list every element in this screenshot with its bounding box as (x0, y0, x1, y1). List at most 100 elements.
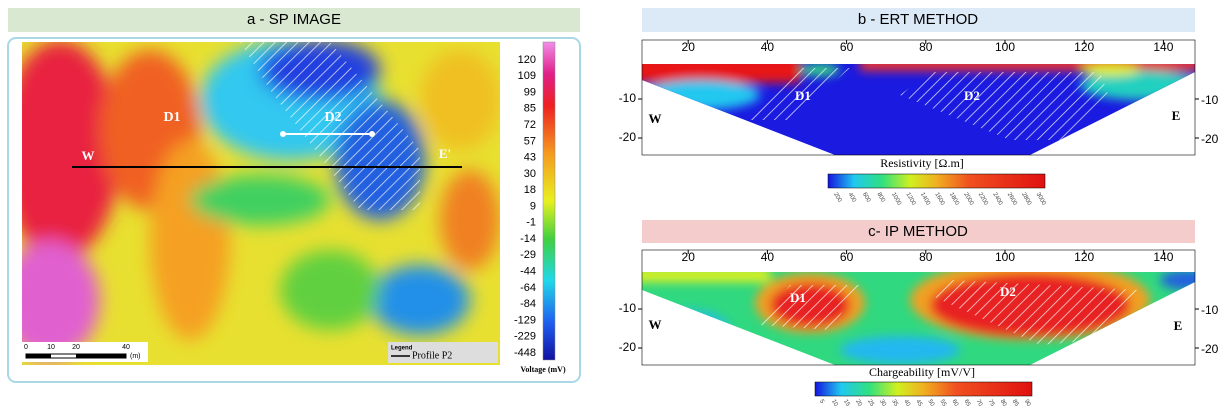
colorbar-tick-label: 5 (818, 399, 825, 405)
colorbar-tick-label: 50 (926, 399, 935, 408)
colorbar-tick-label: 2000 (962, 192, 974, 207)
anomaly-label: D1 (795, 88, 811, 103)
colorbar-tick-label: -84 (520, 298, 536, 310)
x-tick-label: 20 (682, 250, 696, 264)
scale-bar (76, 354, 126, 358)
y-tick-label: -20 (619, 130, 637, 144)
colorbar-tick-label: 1200 (904, 192, 916, 207)
colorbar-tick-label: 15 (842, 399, 851, 408)
colorbar-tick-label: 60 (951, 399, 960, 408)
colorbar-label: Resistivity [Ω.m] (880, 156, 964, 170)
end-label: E (1172, 108, 1181, 123)
x-tick-label: 100 (995, 40, 1015, 54)
colorbar-tick-label: 30 (524, 168, 536, 180)
end-label: W (649, 111, 662, 126)
colorbar-tick-label: 85 (1011, 399, 1020, 408)
y-tick-label: -20 (619, 340, 637, 354)
colorbar-tick-label: 120 (518, 54, 536, 66)
colorbar-tick-label: 600 (861, 192, 872, 204)
legend-item: Profile P2 (412, 350, 452, 361)
y-tick-label: -10 (619, 91, 637, 105)
colorbar-tick-label: 43 (524, 152, 536, 164)
colorbar-tick-label: 72 (524, 119, 536, 131)
anomaly-label: D1 (790, 290, 806, 305)
colorbar-label: Voltage (mV) (520, 365, 566, 374)
colorbar-tick-label: -44 (520, 266, 536, 278)
colorbar-tick-label: 25 (866, 399, 875, 408)
scale-bar (26, 354, 51, 358)
y-tick-label: -10 (619, 301, 637, 315)
colorbar-tick-label: 1600 (933, 192, 945, 207)
scale-unit: (m) (130, 353, 141, 360)
colorbar-tick-label: -229 (514, 331, 536, 343)
panel-title: a - SP IMAGE (247, 11, 341, 28)
colorbar-tick-label: 80 (999, 399, 1008, 408)
colorbar-tick-label: 75 (987, 399, 996, 408)
scale-tick-label: 40 (122, 344, 130, 351)
colorbar-tick-label: 2400 (991, 192, 1003, 207)
colorbar-tick-label: -29 (520, 249, 536, 261)
colorbar-tick-label: 90 (1023, 399, 1032, 408)
colorbar-tick-label: 30 (878, 399, 887, 408)
end-label: W (82, 148, 95, 163)
anomaly-label: D2 (964, 88, 980, 103)
colorbar (542, 41, 556, 361)
colorbar (827, 173, 1046, 189)
panel-title: b - ERT METHOD (858, 11, 978, 28)
colorbar-tick-label: 1800 (948, 192, 960, 207)
colorbar-tick-label: -14 (520, 233, 536, 245)
colorbar-tick-label: 65 (963, 399, 972, 408)
scale-tick-label: 0 (24, 344, 28, 351)
x-tick-label: 60 (840, 250, 854, 264)
colorbar-tick-label: 9 (530, 200, 536, 212)
colorbar-tick-label: 2800 (1020, 192, 1032, 207)
colorbar-tick-label: -448 (514, 347, 536, 359)
colorbar-tick-label: -129 (514, 314, 536, 326)
colorbar-tick-label: 35 (890, 399, 899, 408)
plot-frame (641, 39, 1196, 156)
anomaly-label: D2 (1000, 284, 1016, 299)
ert-section (642, 64, 1195, 155)
colorbar-tick-label: 45 (914, 399, 923, 408)
end-label: E' (439, 146, 451, 161)
colorbar-tick-label: 1400 (919, 192, 931, 207)
panel-frame (7, 37, 581, 383)
x-tick-label: 80 (919, 40, 933, 54)
scale-tick-label: 10 (47, 344, 55, 351)
colorbar-tick-label: 57 (524, 135, 536, 147)
end-label: E (1174, 318, 1183, 333)
sp-map (22, 42, 500, 365)
title-bar (8, 8, 580, 32)
colorbar-label: Chargeability [mV/V] (869, 365, 975, 379)
legend-box (388, 342, 498, 363)
x-tick-label: 120 (1074, 250, 1094, 264)
title-bar (642, 220, 1195, 243)
x-tick-label: 100 (995, 250, 1015, 264)
colorbar-tick-label: 99 (524, 86, 536, 98)
y-tick-label: -10 (1201, 303, 1219, 317)
x-tick-label: 80 (919, 250, 933, 264)
colorbar-tick-label: -1 (526, 217, 536, 229)
y-tick-label: -20 (1201, 132, 1219, 146)
colorbar-tick-label: 70 (975, 399, 984, 408)
colorbar-tick-label: 40 (902, 399, 911, 408)
x-tick-label: 140 (1153, 250, 1173, 264)
scale-tick-label: 20 (72, 344, 80, 351)
colorbar (814, 381, 1033, 397)
title-bar (642, 8, 1195, 32)
anomaly-label: D1 (163, 110, 180, 125)
colorbar-tick-label: 3000 (1035, 192, 1047, 207)
colorbar-tick-label: 10 (830, 399, 839, 408)
end-label: W (649, 317, 662, 332)
x-tick-label: 40 (761, 250, 775, 264)
x-tick-label: 20 (682, 40, 696, 54)
colorbar-tick-label: 18 (524, 184, 536, 196)
x-tick-label: 60 (840, 40, 854, 54)
colorbar-tick-label: 109 (518, 70, 536, 82)
colorbar-tick-label: 1000 (890, 192, 902, 207)
colorbar-tick-label: 55 (938, 399, 947, 408)
y-tick-label: -20 (1201, 342, 1219, 356)
x-tick-label: 140 (1153, 40, 1173, 54)
